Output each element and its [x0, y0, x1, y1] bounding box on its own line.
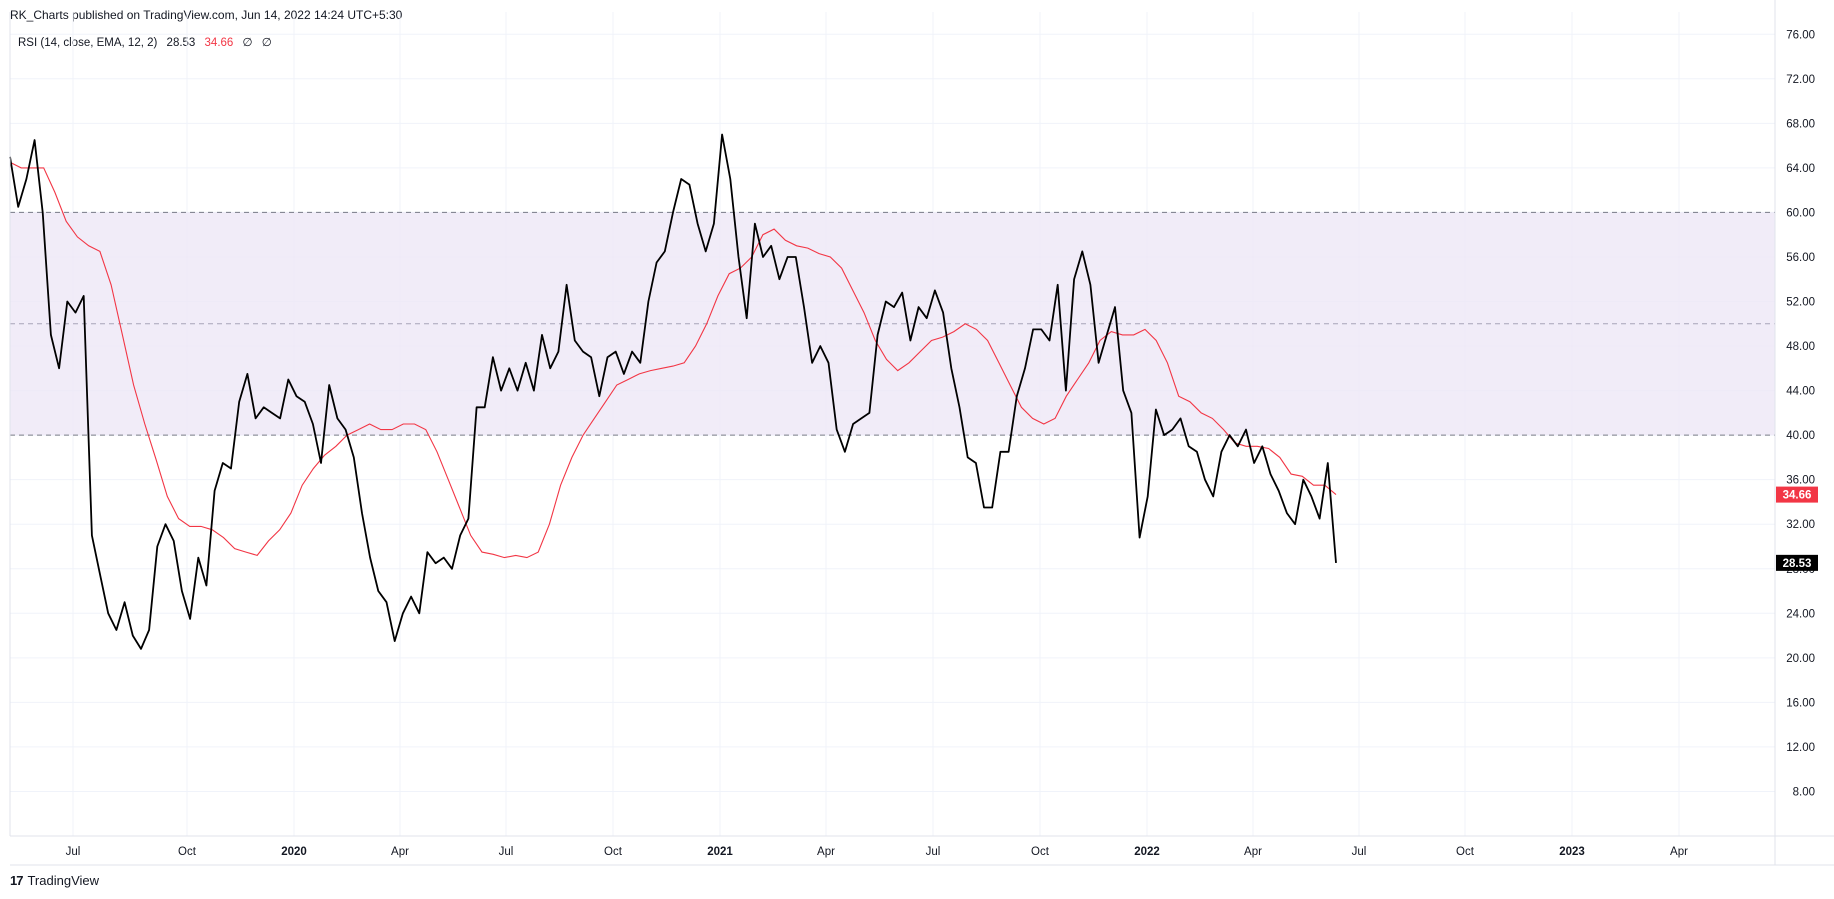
x-tick-label: Jul [499, 846, 514, 858]
x-tick-label: Apr [1244, 846, 1262, 858]
y-tick-label: 36.00 [1786, 475, 1815, 487]
x-axis-ticks: Jul Oct 2020 Apr Jul Oct 2021 Apr Jul Oct 2022 Apr J… [66, 846, 1688, 858]
y-tick-label: 8.00 [1793, 786, 1815, 798]
x-tick-label: Oct [604, 846, 623, 858]
rsi-band [10, 211, 1775, 436]
y-tick-label: 60.00 [1786, 207, 1815, 219]
y-tick-label: 52.00 [1786, 297, 1815, 309]
tradingview-brand[interactable]: 17 TradingView [10, 873, 99, 888]
rsi-line [9, 133, 1337, 650]
x-tick-label: 2023 [1559, 846, 1585, 858]
y-tick-label: 16.00 [1786, 697, 1815, 709]
x-tick-label: 2021 [707, 846, 733, 858]
y-tick-label: 44.00 [1786, 386, 1815, 398]
x-tick-label: Jul [926, 846, 941, 858]
y-tick-label: 40.00 [1786, 430, 1815, 442]
legend-flag-2: ∅ [261, 37, 272, 49]
price-badges: 34.66 28.53 [1776, 486, 1818, 571]
y-tick-label: 76.00 [1786, 29, 1815, 41]
x-tick-label: 2020 [281, 846, 307, 858]
y-tick-label: 32.00 [1786, 519, 1815, 531]
axes [9, 0, 1834, 866]
publish-info: RK_Charts published on TradingView.com, … [10, 8, 403, 22]
y-tick-label: 72.00 [1786, 74, 1815, 86]
ma-line [9, 161, 1337, 559]
legend-flag-1: ∅ [242, 37, 253, 49]
y-tick-label: 56.00 [1786, 252, 1815, 264]
y-tick-label: 12.00 [1786, 742, 1815, 754]
y-tick-label: 24.00 [1786, 608, 1815, 620]
x-tick-label: Oct [1031, 846, 1050, 858]
x-tick-label: 2022 [1134, 846, 1160, 858]
x-tick-label: Jul [1352, 846, 1367, 858]
y-tick-label: 48.00 [1786, 341, 1815, 353]
rsi-last-badge-bg [1776, 554, 1818, 571]
series-lines [9, 133, 1337, 650]
x-tick-label: Oct [1456, 846, 1475, 858]
x-tick-label: Apr [817, 846, 835, 858]
indicator-legend[interactable]: RSI (14, close, EMA, 12, 2) 28.53 34.66 … [18, 35, 278, 49]
y-tick-label: 64.00 [1786, 163, 1815, 175]
ma-value: 34.66 [204, 37, 234, 49]
rsi-last-badge-label: 28.53 [1783, 558, 1812, 570]
indicator-name: RSI (14, close, EMA, 12, 2) [18, 37, 158, 49]
x-tick-label: Oct [178, 846, 197, 858]
tradingview-logo-icon: 17 [10, 873, 24, 888]
ma-last-badge-label: 34.66 [1783, 490, 1812, 502]
rsi-value: 28.53 [166, 37, 196, 49]
x-tick-label: Apr [391, 846, 409, 858]
y-tick-label: 68.00 [1786, 118, 1815, 130]
x-tick-label: Apr [1670, 846, 1688, 858]
y-axis-ticks: 76.00 72.00 68.00 64.00 60.00 56.00 52.00 48.00… [1786, 29, 1815, 798]
x-tick-label: Jul [66, 846, 81, 858]
ma-last-badge-bg [1776, 486, 1818, 503]
y-tick-label: 20.00 [1786, 653, 1815, 665]
brand-name: TradingView [27, 873, 100, 888]
